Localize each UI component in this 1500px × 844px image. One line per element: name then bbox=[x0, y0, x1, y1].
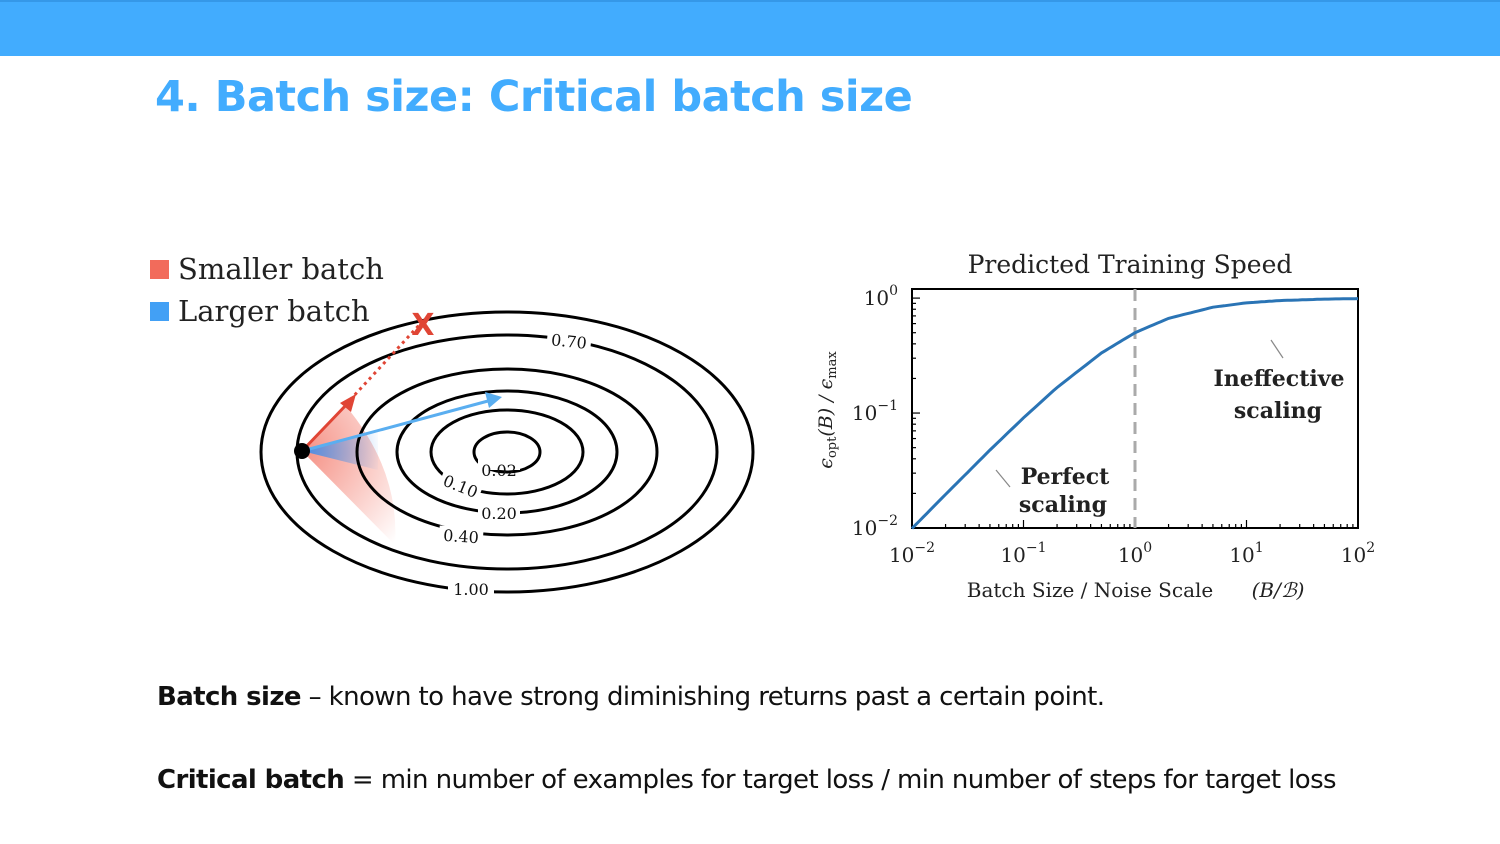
series-line bbox=[910, 297, 1359, 530]
x-axis-math-label: (B/ℬ) bbox=[1252, 578, 1305, 602]
x-tick-label: 10−1 bbox=[1000, 540, 1046, 567]
chart-title: Predicted Training Speed bbox=[968, 250, 1293, 279]
contour-0-10 bbox=[429, 408, 585, 496]
x-tick-label: 10−2 bbox=[889, 540, 935, 567]
contour-label: 0.02 bbox=[481, 461, 517, 480]
ineffective-scaling-pointer bbox=[1270, 339, 1284, 359]
contour-0-02 bbox=[472, 430, 542, 474]
contour-0-40 bbox=[355, 367, 659, 537]
smaller-batch-arrowhead bbox=[340, 394, 356, 412]
contour-label: 0.20 bbox=[481, 504, 517, 523]
legend-item-larger-batch: Larger batch bbox=[150, 293, 370, 329]
contour-label: 0.10 bbox=[440, 471, 480, 502]
top-banner bbox=[0, 0, 1500, 56]
loss-contour-diagram: 0.02 0.10 0.20 0.40 0.70 1.00 X bbox=[259, 308, 755, 600]
body-line-batch-size: Batch size – known to have strong dimini… bbox=[157, 682, 1105, 712]
ineffective-scaling-label-line1: Ineffective bbox=[1213, 366, 1344, 392]
contour-label: 1.00 bbox=[453, 580, 489, 599]
x-axis-label: Batch Size / Noise Scale bbox=[967, 578, 1213, 602]
legend-label: Larger batch bbox=[178, 294, 370, 328]
body-line-critical-batch: Critical batch = min number of examples … bbox=[157, 765, 1337, 795]
x-tick-label: 100 bbox=[1118, 540, 1152, 567]
start-point bbox=[294, 443, 310, 459]
body-term-critical-batch: Critical batch bbox=[157, 765, 345, 795]
legend-label: Smaller batch bbox=[178, 252, 384, 286]
x-tick-label: 102 bbox=[1341, 540, 1375, 567]
plot-frame bbox=[911, 288, 1359, 529]
y-axis-label: ϵopt(B) / ϵmax bbox=[815, 351, 840, 469]
larger-batch-arrow bbox=[301, 399, 489, 453]
y-tick-label: 100 bbox=[864, 283, 898, 310]
y-tick-label: 10−1 bbox=[852, 398, 898, 425]
x-tick-label: 101 bbox=[1229, 540, 1263, 567]
perfect-scaling-pointer bbox=[995, 469, 1011, 488]
smaller-batch-spread bbox=[302, 405, 396, 545]
legend-item-smaller-batch: Smaller batch bbox=[150, 251, 384, 287]
contour-label: 0.70 bbox=[550, 330, 587, 353]
legend-swatch-blue bbox=[150, 301, 169, 321]
larger-batch-arrowhead bbox=[485, 392, 502, 408]
body-text-batch-size: – known to have strong diminishing retur… bbox=[300, 682, 1105, 712]
legend-swatch-red bbox=[150, 259, 169, 279]
slide-title: 4. Batch size: Critical batch size bbox=[155, 72, 913, 122]
perfect-scaling-label-line2: scaling bbox=[1019, 492, 1107, 518]
smaller-batch-arrow bbox=[300, 401, 350, 453]
ineffective-scaling-label-line2: scaling bbox=[1234, 398, 1322, 424]
body-term-batch-size: Batch size bbox=[157, 682, 302, 712]
body-text-critical-batch: = min number of examples for target loss… bbox=[344, 765, 1337, 795]
contour-label: 0.40 bbox=[443, 526, 480, 547]
perfect-scaling-label-line1: Perfect bbox=[1021, 464, 1110, 490]
y-tick-label: 10−2 bbox=[852, 513, 898, 540]
overshoot-x-icon: X bbox=[411, 308, 434, 343]
contour-1-00 bbox=[259, 310, 755, 594]
